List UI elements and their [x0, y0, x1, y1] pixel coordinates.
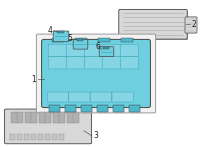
Bar [11, 112, 23, 123]
Bar [113, 105, 124, 112]
Bar [77, 39, 83, 41]
FancyBboxPatch shape [99, 47, 114, 56]
Bar [67, 112, 79, 123]
FancyBboxPatch shape [4, 109, 92, 144]
Text: 4: 4 [48, 26, 52, 35]
Bar [98, 38, 110, 42]
FancyBboxPatch shape [185, 17, 197, 33]
FancyBboxPatch shape [102, 57, 120, 69]
FancyBboxPatch shape [120, 57, 138, 69]
Bar [57, 31, 64, 33]
Bar [38, 134, 43, 140]
FancyBboxPatch shape [66, 44, 84, 56]
Bar [75, 38, 87, 42]
FancyBboxPatch shape [53, 31, 69, 42]
FancyBboxPatch shape [90, 92, 112, 102]
FancyBboxPatch shape [102, 44, 120, 56]
FancyBboxPatch shape [84, 57, 102, 69]
Bar [10, 134, 15, 140]
FancyBboxPatch shape [84, 44, 102, 56]
Text: 2: 2 [192, 20, 196, 29]
Bar [31, 134, 36, 140]
FancyBboxPatch shape [120, 44, 138, 56]
Text: 5: 5 [68, 34, 72, 44]
Bar [52, 134, 57, 140]
FancyBboxPatch shape [112, 92, 133, 102]
Text: 1: 1 [32, 75, 36, 84]
Text: 3: 3 [94, 131, 98, 141]
Bar [97, 105, 108, 112]
Bar [17, 134, 22, 140]
Bar [39, 112, 51, 123]
FancyBboxPatch shape [48, 57, 66, 69]
Bar [45, 134, 50, 140]
Bar [103, 47, 109, 49]
Bar [24, 134, 29, 140]
FancyBboxPatch shape [73, 39, 88, 49]
Bar [122, 12, 188, 40]
Bar [59, 134, 64, 140]
FancyBboxPatch shape [69, 92, 90, 102]
Bar [81, 105, 92, 112]
FancyBboxPatch shape [119, 9, 187, 39]
FancyBboxPatch shape [42, 39, 150, 108]
Bar [65, 105, 76, 112]
FancyBboxPatch shape [66, 57, 84, 69]
Bar [53, 112, 65, 123]
Bar [52, 38, 64, 42]
FancyBboxPatch shape [48, 44, 66, 56]
Bar [129, 105, 140, 112]
FancyBboxPatch shape [36, 34, 156, 113]
FancyBboxPatch shape [47, 92, 68, 102]
Text: 6: 6 [96, 42, 100, 51]
Bar [49, 105, 60, 112]
Bar [25, 112, 37, 123]
Bar [121, 38, 133, 42]
